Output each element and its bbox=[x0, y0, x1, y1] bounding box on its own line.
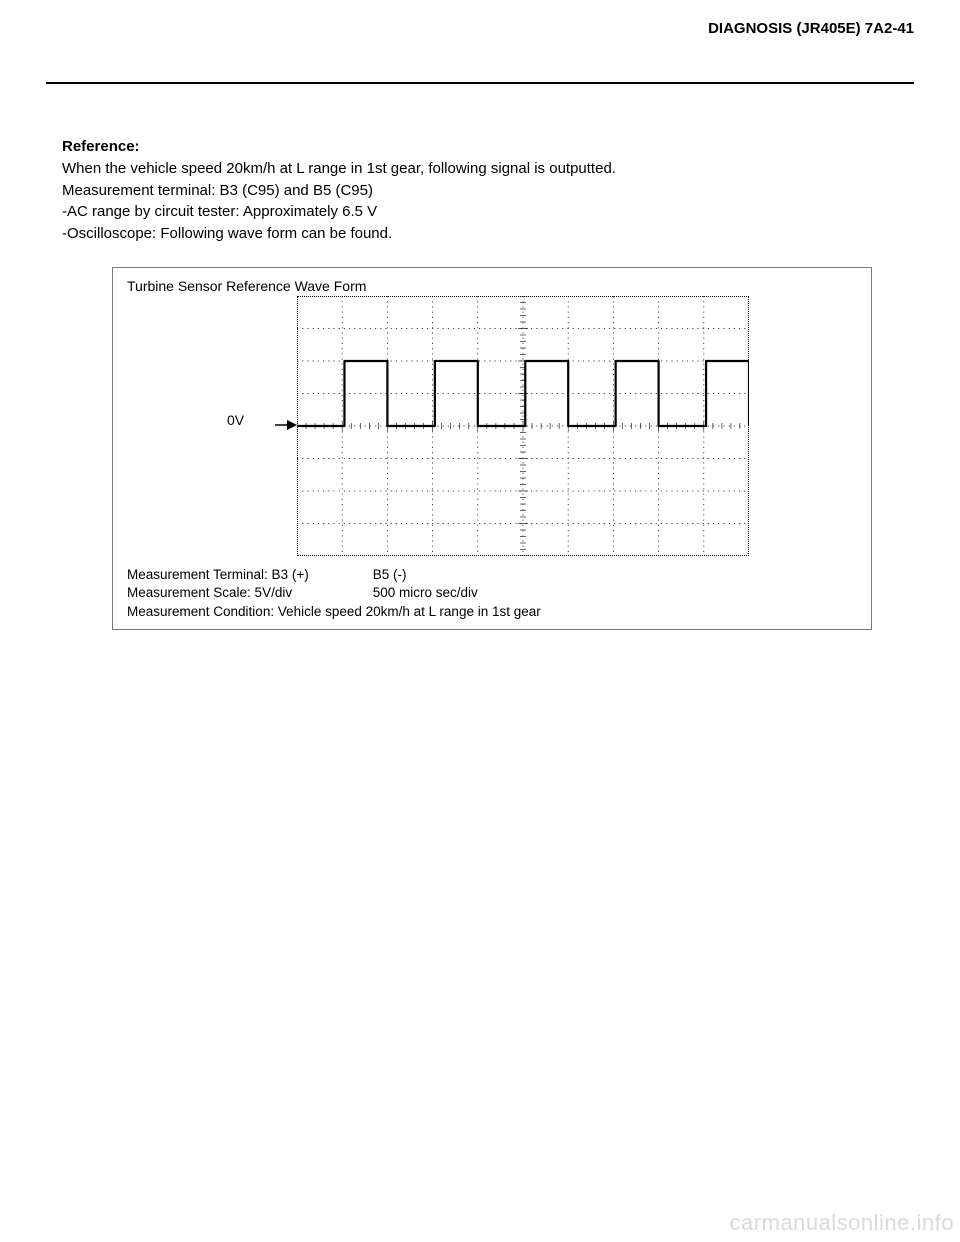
page-header-title: DIAGNOSIS (JR405E) 7A2-41 bbox=[698, 20, 914, 37]
footer-condition: Measurement Condition: Vehicle speed 20k… bbox=[127, 603, 541, 621]
reference-line: When the vehicle speed 20km/h at L range… bbox=[62, 158, 914, 180]
reference-line: -Oscilloscope: Following wave form can b… bbox=[62, 223, 914, 245]
arrow-right-icon bbox=[275, 418, 297, 432]
header-rule bbox=[46, 82, 914, 84]
oscilloscope: 0V bbox=[297, 296, 749, 556]
footer-scale-a: Measurement Scale: 5V/div bbox=[127, 584, 369, 602]
body-text: Reference: When the vehicle speed 20km/h… bbox=[62, 136, 914, 245]
figure-frame: Turbine Sensor Reference Wave Form 0V Me… bbox=[112, 267, 872, 630]
footer-terminal-a: Measurement Terminal: B3 (+) bbox=[127, 566, 369, 584]
figure-footer: Measurement Terminal: B3 (+) B5 (-) Meas… bbox=[127, 566, 541, 621]
watermark: carmanualsonline.info bbox=[729, 1210, 954, 1236]
figure-title: Turbine Sensor Reference Wave Form bbox=[127, 278, 857, 294]
footer-terminal-b: B5 (-) bbox=[373, 567, 407, 582]
reference-heading: Reference: bbox=[62, 136, 914, 158]
footer-scale-b: 500 micro sec/div bbox=[373, 585, 478, 600]
reference-line: -AC range by circuit tester: Approximate… bbox=[62, 201, 914, 223]
oscilloscope-border bbox=[297, 296, 749, 556]
zero-volt-label: 0V bbox=[227, 412, 244, 428]
reference-line: Measurement terminal: B3 (C95) and B5 (C… bbox=[62, 180, 914, 202]
